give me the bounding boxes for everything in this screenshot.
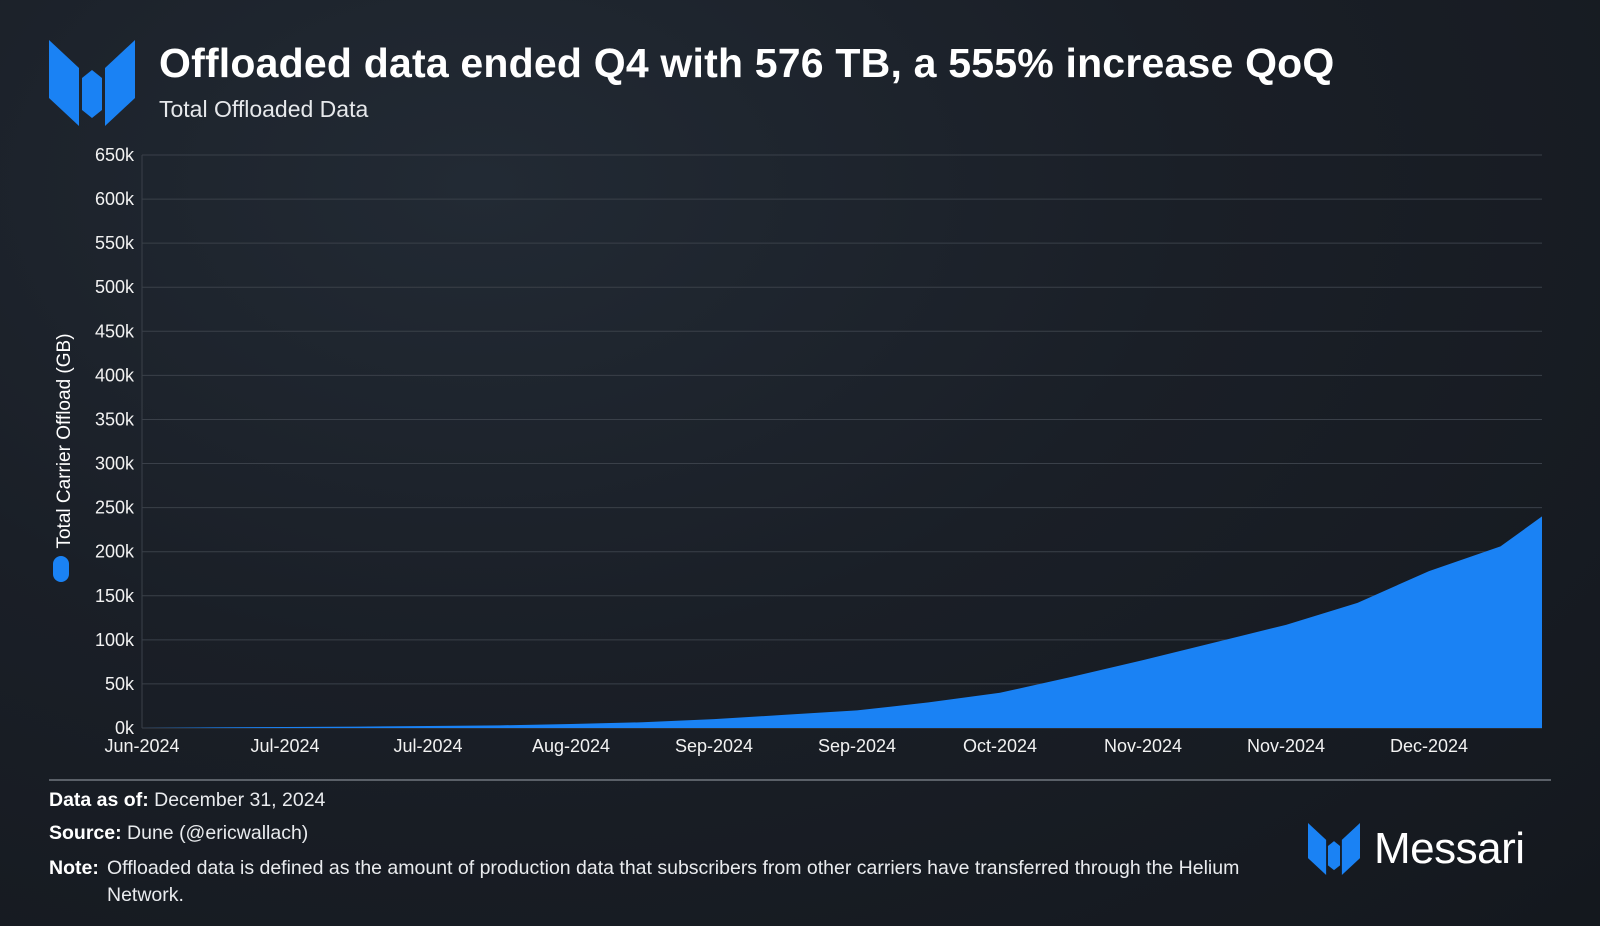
brand-footer: Messari xyxy=(1308,823,1525,875)
footer-divider xyxy=(49,779,1551,781)
y-tick-label: 50k xyxy=(105,674,135,694)
area-series-fill xyxy=(142,220,1542,729)
legend-swatch xyxy=(53,556,69,582)
area-series xyxy=(142,220,1542,729)
y-axis-label-group: Total Carrier Offload (GB) xyxy=(53,333,75,582)
x-tick-label: Nov-2024 xyxy=(1247,736,1325,756)
chart-subtitle: Total Offloaded Data xyxy=(159,96,369,122)
x-tick-label: Oct-2024 xyxy=(963,736,1037,756)
source-value: Dune (@ericwallach) xyxy=(127,822,309,844)
brand-name: Messari xyxy=(1374,824,1525,873)
source: Source: Dune (@ericwallach) xyxy=(49,822,308,845)
note-label: Note: xyxy=(49,857,99,879)
messari-logo-icon xyxy=(49,40,135,126)
y-axis-ticks: 0k 50k 100k 150k 200k 250k 300k 350k 400k 450k 500… xyxy=(95,145,135,738)
y-tick-label: 450k xyxy=(95,321,135,341)
source-label: Source: xyxy=(49,822,122,844)
x-axis-ticks: Jun-2024 Jul-2024 Jul-2024 Aug-2024 Sep-2024… xyxy=(104,736,1468,756)
x-tick-label: Dec-2024 xyxy=(1390,736,1468,756)
x-tick-label: Nov-2024 xyxy=(1104,736,1182,756)
y-tick-label: 150k xyxy=(95,586,135,606)
y-tick-label: 350k xyxy=(95,409,135,429)
x-tick-label: Jun-2024 xyxy=(104,736,179,756)
area-chart: 0k 50k 100k 150k 200k 250k 300k 350k 400k 450k 500… xyxy=(53,145,1542,756)
note-text: Offloaded data is defined as the amount … xyxy=(107,857,1240,906)
y-tick-label: 500k xyxy=(95,277,135,297)
x-tick-label: Aug-2024 xyxy=(532,736,610,756)
messari-logo-icon xyxy=(1308,823,1360,875)
data-as-of-label: Data as of: xyxy=(49,789,149,811)
x-tick-label: Sep-2024 xyxy=(675,736,753,756)
y-tick-label: 600k xyxy=(95,189,135,209)
y-tick-label: 650k xyxy=(95,145,135,165)
y-axis-label: Total Carrier Offload (GB) xyxy=(54,333,75,548)
x-tick-label: Jul-2024 xyxy=(250,736,319,756)
x-tick-label: Sep-2024 xyxy=(818,736,896,756)
y-tick-label: 300k xyxy=(95,454,135,474)
y-tick-label: 550k xyxy=(95,233,135,253)
y-tick-label: 100k xyxy=(95,630,135,650)
note: Note: Offloaded data is defined as the a… xyxy=(49,855,1279,909)
y-tick-label: 400k xyxy=(95,365,135,385)
y-tick-label: 250k xyxy=(95,498,135,518)
y-tick-label: 200k xyxy=(95,542,135,562)
y-tick-label: 0k xyxy=(115,718,135,738)
data-as-of: Data as of: December 31, 2024 xyxy=(49,789,325,812)
x-tick-label: Jul-2024 xyxy=(393,736,462,756)
chart-title: Offloaded data ended Q4 with 576 TB, a 5… xyxy=(159,40,1335,86)
data-as-of-value: December 31, 2024 xyxy=(154,789,326,811)
